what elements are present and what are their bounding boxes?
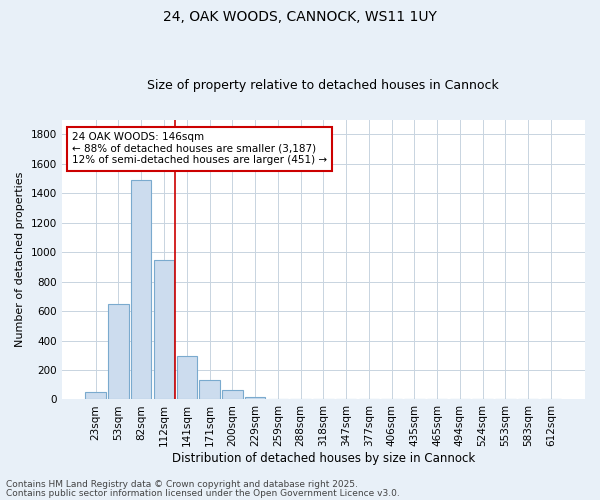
Title: Size of property relative to detached houses in Cannock: Size of property relative to detached ho… — [148, 79, 499, 92]
Text: Contains public sector information licensed under the Open Government Licence v3: Contains public sector information licen… — [6, 489, 400, 498]
Bar — [131, 180, 151, 400]
Bar — [268, 398, 288, 400]
Bar — [85, 392, 106, 400]
Bar — [176, 356, 197, 400]
Bar — [108, 304, 129, 400]
Bar — [222, 390, 242, 400]
Text: Contains HM Land Registry data © Crown copyright and database right 2025.: Contains HM Land Registry data © Crown c… — [6, 480, 358, 489]
Text: 24, OAK WOODS, CANNOCK, WS11 1UY: 24, OAK WOODS, CANNOCK, WS11 1UY — [163, 10, 437, 24]
Y-axis label: Number of detached properties: Number of detached properties — [15, 172, 25, 347]
X-axis label: Distribution of detached houses by size in Cannock: Distribution of detached houses by size … — [172, 452, 475, 465]
Bar — [245, 396, 265, 400]
Bar — [199, 380, 220, 400]
Bar — [154, 260, 174, 400]
Text: 24 OAK WOODS: 146sqm
← 88% of detached houses are smaller (3,187)
12% of semi-de: 24 OAK WOODS: 146sqm ← 88% of detached h… — [72, 132, 327, 166]
